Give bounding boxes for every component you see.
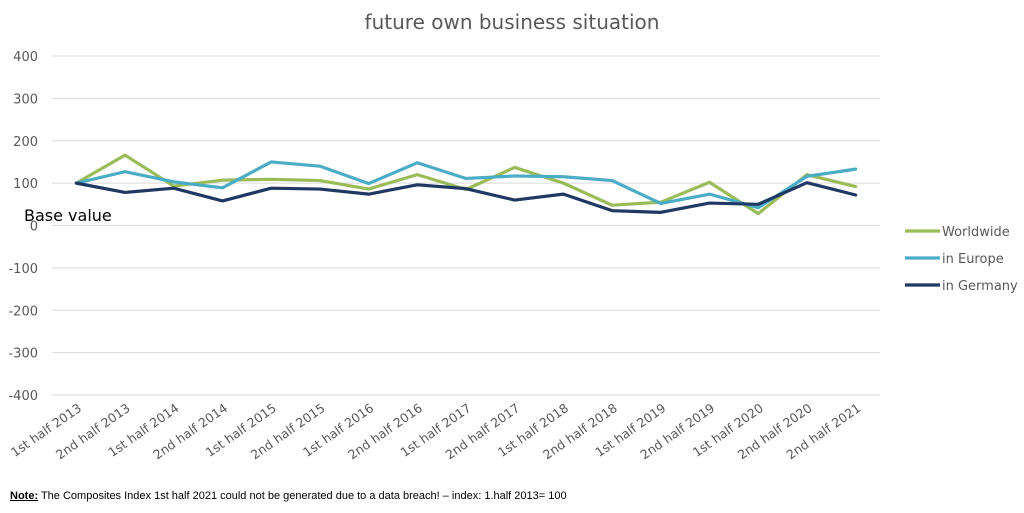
y-axis: 400 300 200 100 0 -100 -200 -300 -400	[8, 50, 38, 404]
base-value-annotation: Base value	[24, 206, 112, 225]
legend-label-in-europe: in Europe	[942, 252, 1004, 267]
y-tick-label: -100	[8, 262, 38, 277]
y-tick-label: -200	[8, 304, 38, 319]
y-tick-label: -400	[8, 389, 38, 404]
y-tick-label: 400	[13, 50, 38, 65]
legend-label-worldwide: Worldwide	[942, 225, 1010, 240]
y-tick-label: 0	[30, 220, 38, 235]
y-tick-label: -300	[8, 347, 38, 362]
series-line-in-germany	[74, 181, 858, 214]
gridlines	[52, 55, 880, 396]
line-chart: future own business situation 400 300 200 1…	[8, 10, 1018, 462]
footnote-label: Note:	[10, 490, 39, 502]
footnote-text: The Composites Index 1st half 2021 could…	[38, 490, 567, 502]
y-tick-label: 100	[13, 177, 38, 192]
legend: Worldwide in Europe in Germany	[905, 225, 1018, 294]
y-tick-label: 300	[13, 92, 38, 107]
series-line-in-europe	[74, 160, 858, 210]
footnote: Note: The Composites Index 1st half 2021…	[10, 490, 567, 502]
legend-label-in-germany: in Germany	[942, 279, 1018, 294]
series-lines	[74, 153, 858, 216]
y-tick-label: 200	[13, 135, 38, 150]
chart-title: future own business situation	[365, 10, 660, 34]
